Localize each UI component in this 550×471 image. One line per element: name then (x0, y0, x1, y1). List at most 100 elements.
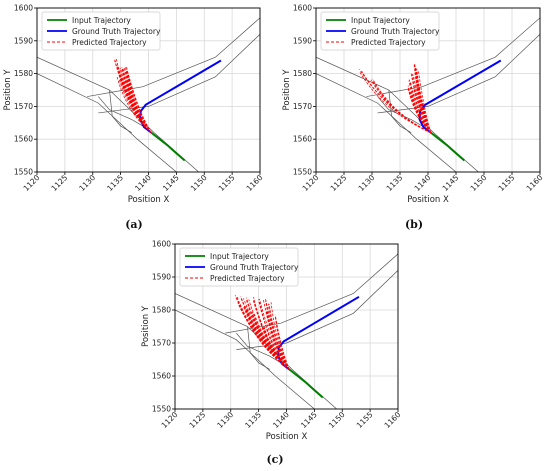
x-tick-label: 1125 (329, 173, 349, 193)
x-tick-label: 1160 (245, 173, 265, 193)
caption-a: (a) (125, 218, 143, 231)
input-trajectory-line (150, 131, 186, 162)
predicted-trajectory-line (263, 325, 290, 370)
predicted-trajectory-line (125, 66, 152, 133)
y-axis-label: Position Y (141, 305, 151, 347)
road-line (87, 17, 260, 97)
plot-area (175, 253, 398, 409)
y-tick-label: 1580 (293, 69, 312, 78)
y-tick-label: 1590 (14, 36, 33, 45)
panel-a: 1120 1125 1130 1135 1140 1145 1150 1155 11601550… (3, 4, 265, 206)
road-line (316, 73, 457, 172)
legend-label: Predicted Trajectory (72, 38, 147, 47)
predicted-trajectory-line (414, 89, 432, 133)
predicted-trajectory-line (410, 92, 432, 133)
road-line (175, 293, 337, 409)
x-tick-label: 1130 (357, 173, 377, 193)
x-tick-label: 1160 (383, 410, 403, 430)
x-tick-label: 1135 (243, 410, 263, 430)
x-tick-label: 1150 (189, 173, 209, 193)
plot-area (37, 17, 260, 172)
predicted-trajectory-line (237, 302, 290, 370)
x-tick-label: 1140 (271, 410, 291, 430)
legend-label: Input Trajectory (351, 16, 410, 25)
predicted-trajectory-line (415, 76, 432, 133)
predicted-trajectory-line (274, 315, 290, 370)
ground-truth-trajectory-line (139, 59, 222, 134)
y-tick-label: 1570 (293, 102, 312, 111)
y-axis-label: Position Y (282, 69, 292, 111)
plot-area (316, 17, 540, 172)
x-tick-label: 1135 (385, 173, 405, 193)
legend-label: Ground Truth Trajectory (210, 263, 299, 272)
y-tick-label: 1550 (14, 168, 33, 177)
legend-box (320, 11, 440, 51)
y-tick-label: 1560 (152, 372, 171, 381)
road-line (236, 332, 287, 367)
y-tick-label: 1600 (152, 240, 171, 249)
road-line (377, 33, 540, 114)
predicted-trajectory-line (239, 303, 290, 370)
y-tick-label: 1580 (14, 69, 33, 78)
legend-box (41, 11, 161, 51)
predicted-trajectory-line (125, 65, 152, 133)
x-tick-label: 1135 (105, 173, 125, 193)
y-tick-label: 1600 (293, 4, 312, 13)
ground-truth-trajectory-line (277, 295, 360, 371)
x-axis-label: Position X (407, 195, 449, 205)
road-line (98, 33, 260, 114)
legend-label: Ground Truth Trajectory (351, 27, 440, 36)
ground-truth-trajectory-line (418, 59, 502, 134)
x-tick-label: 1130 (215, 410, 235, 430)
y-axis-label: Position Y (3, 69, 13, 111)
predicted-trajectory-line (265, 326, 290, 370)
road-line (236, 270, 398, 350)
y-tick-label: 1550 (152, 405, 171, 414)
input-trajectory-line (430, 131, 466, 162)
predicted-trajectory-line (128, 89, 152, 133)
legend-label: Input Trajectory (72, 16, 131, 25)
legend-label: Ground Truth Trajectory (72, 27, 161, 36)
road-line (316, 56, 479, 172)
road-line (109, 89, 132, 133)
x-tick-label: 1130 (77, 173, 97, 193)
x-tick-label: 1150 (327, 410, 347, 430)
predicted-trajectory-line (416, 76, 432, 133)
caption-b: (b) (405, 218, 423, 231)
x-tick-label: 1140 (413, 173, 433, 193)
x-tick-label: 1125 (187, 410, 207, 430)
x-tick-label: 1125 (49, 173, 69, 193)
predicted-trajectory-line (127, 90, 152, 133)
predicted-trajectory-line (372, 78, 431, 133)
input-trajectory-line (288, 368, 324, 399)
road-line (377, 96, 429, 130)
road-line (98, 96, 149, 130)
road-line (247, 326, 270, 370)
road-line (37, 56, 199, 172)
legend-label: Predicted Trajectory (210, 274, 285, 283)
x-tick-label: 1155 (217, 173, 237, 193)
x-tick-label: 1155 (355, 410, 375, 430)
predicted-trajectory-line (407, 85, 432, 133)
panel-b: 1120 1125 1130 1135 1140 1145 1150 1155 11601550… (282, 4, 545, 206)
y-tick-label: 1590 (152, 273, 171, 282)
road-line (37, 73, 177, 172)
panel-c: 1120 1125 1130 1135 1140 1145 1150 1155 11601550… (141, 240, 403, 443)
legend-box (179, 247, 299, 287)
x-tick-label: 1140 (133, 173, 153, 193)
x-tick-label: 1155 (497, 173, 517, 193)
x-tick-label: 1145 (161, 173, 181, 193)
y-tick-label: 1550 (293, 168, 312, 177)
y-tick-label: 1580 (152, 306, 171, 315)
predicted-trajectory-line (265, 311, 290, 370)
x-tick-label: 1150 (469, 173, 489, 193)
y-tick-label: 1570 (152, 339, 171, 348)
road-line (366, 17, 540, 97)
predicted-trajectory-line (408, 88, 432, 133)
x-tick-label: 1160 (525, 173, 545, 193)
road-line (175, 309, 315, 409)
predicted-trajectory-line (413, 89, 432, 133)
predicted-trajectory-line (372, 80, 431, 134)
y-tick-label: 1560 (14, 135, 33, 144)
